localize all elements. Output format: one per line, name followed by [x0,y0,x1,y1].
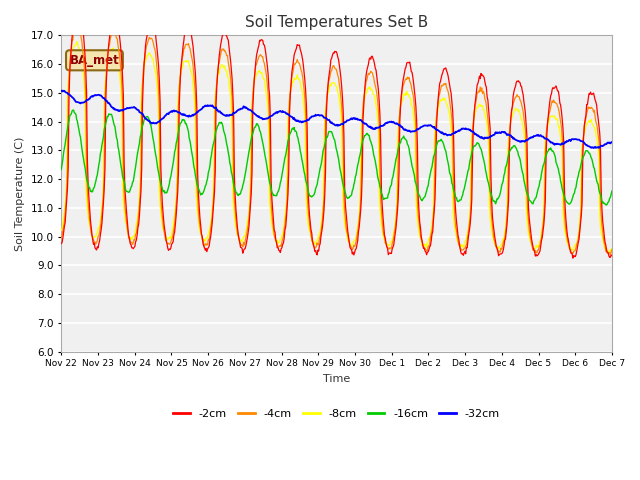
Legend: -2cm, -4cm, -8cm, -16cm, -32cm: -2cm, -4cm, -8cm, -16cm, -32cm [169,405,504,423]
Y-axis label: Soil Temperature (C): Soil Temperature (C) [15,136,25,251]
X-axis label: Time: Time [323,374,350,384]
Text: BA_met: BA_met [70,54,119,67]
Title: Soil Temperatures Set B: Soil Temperatures Set B [245,15,428,30]
